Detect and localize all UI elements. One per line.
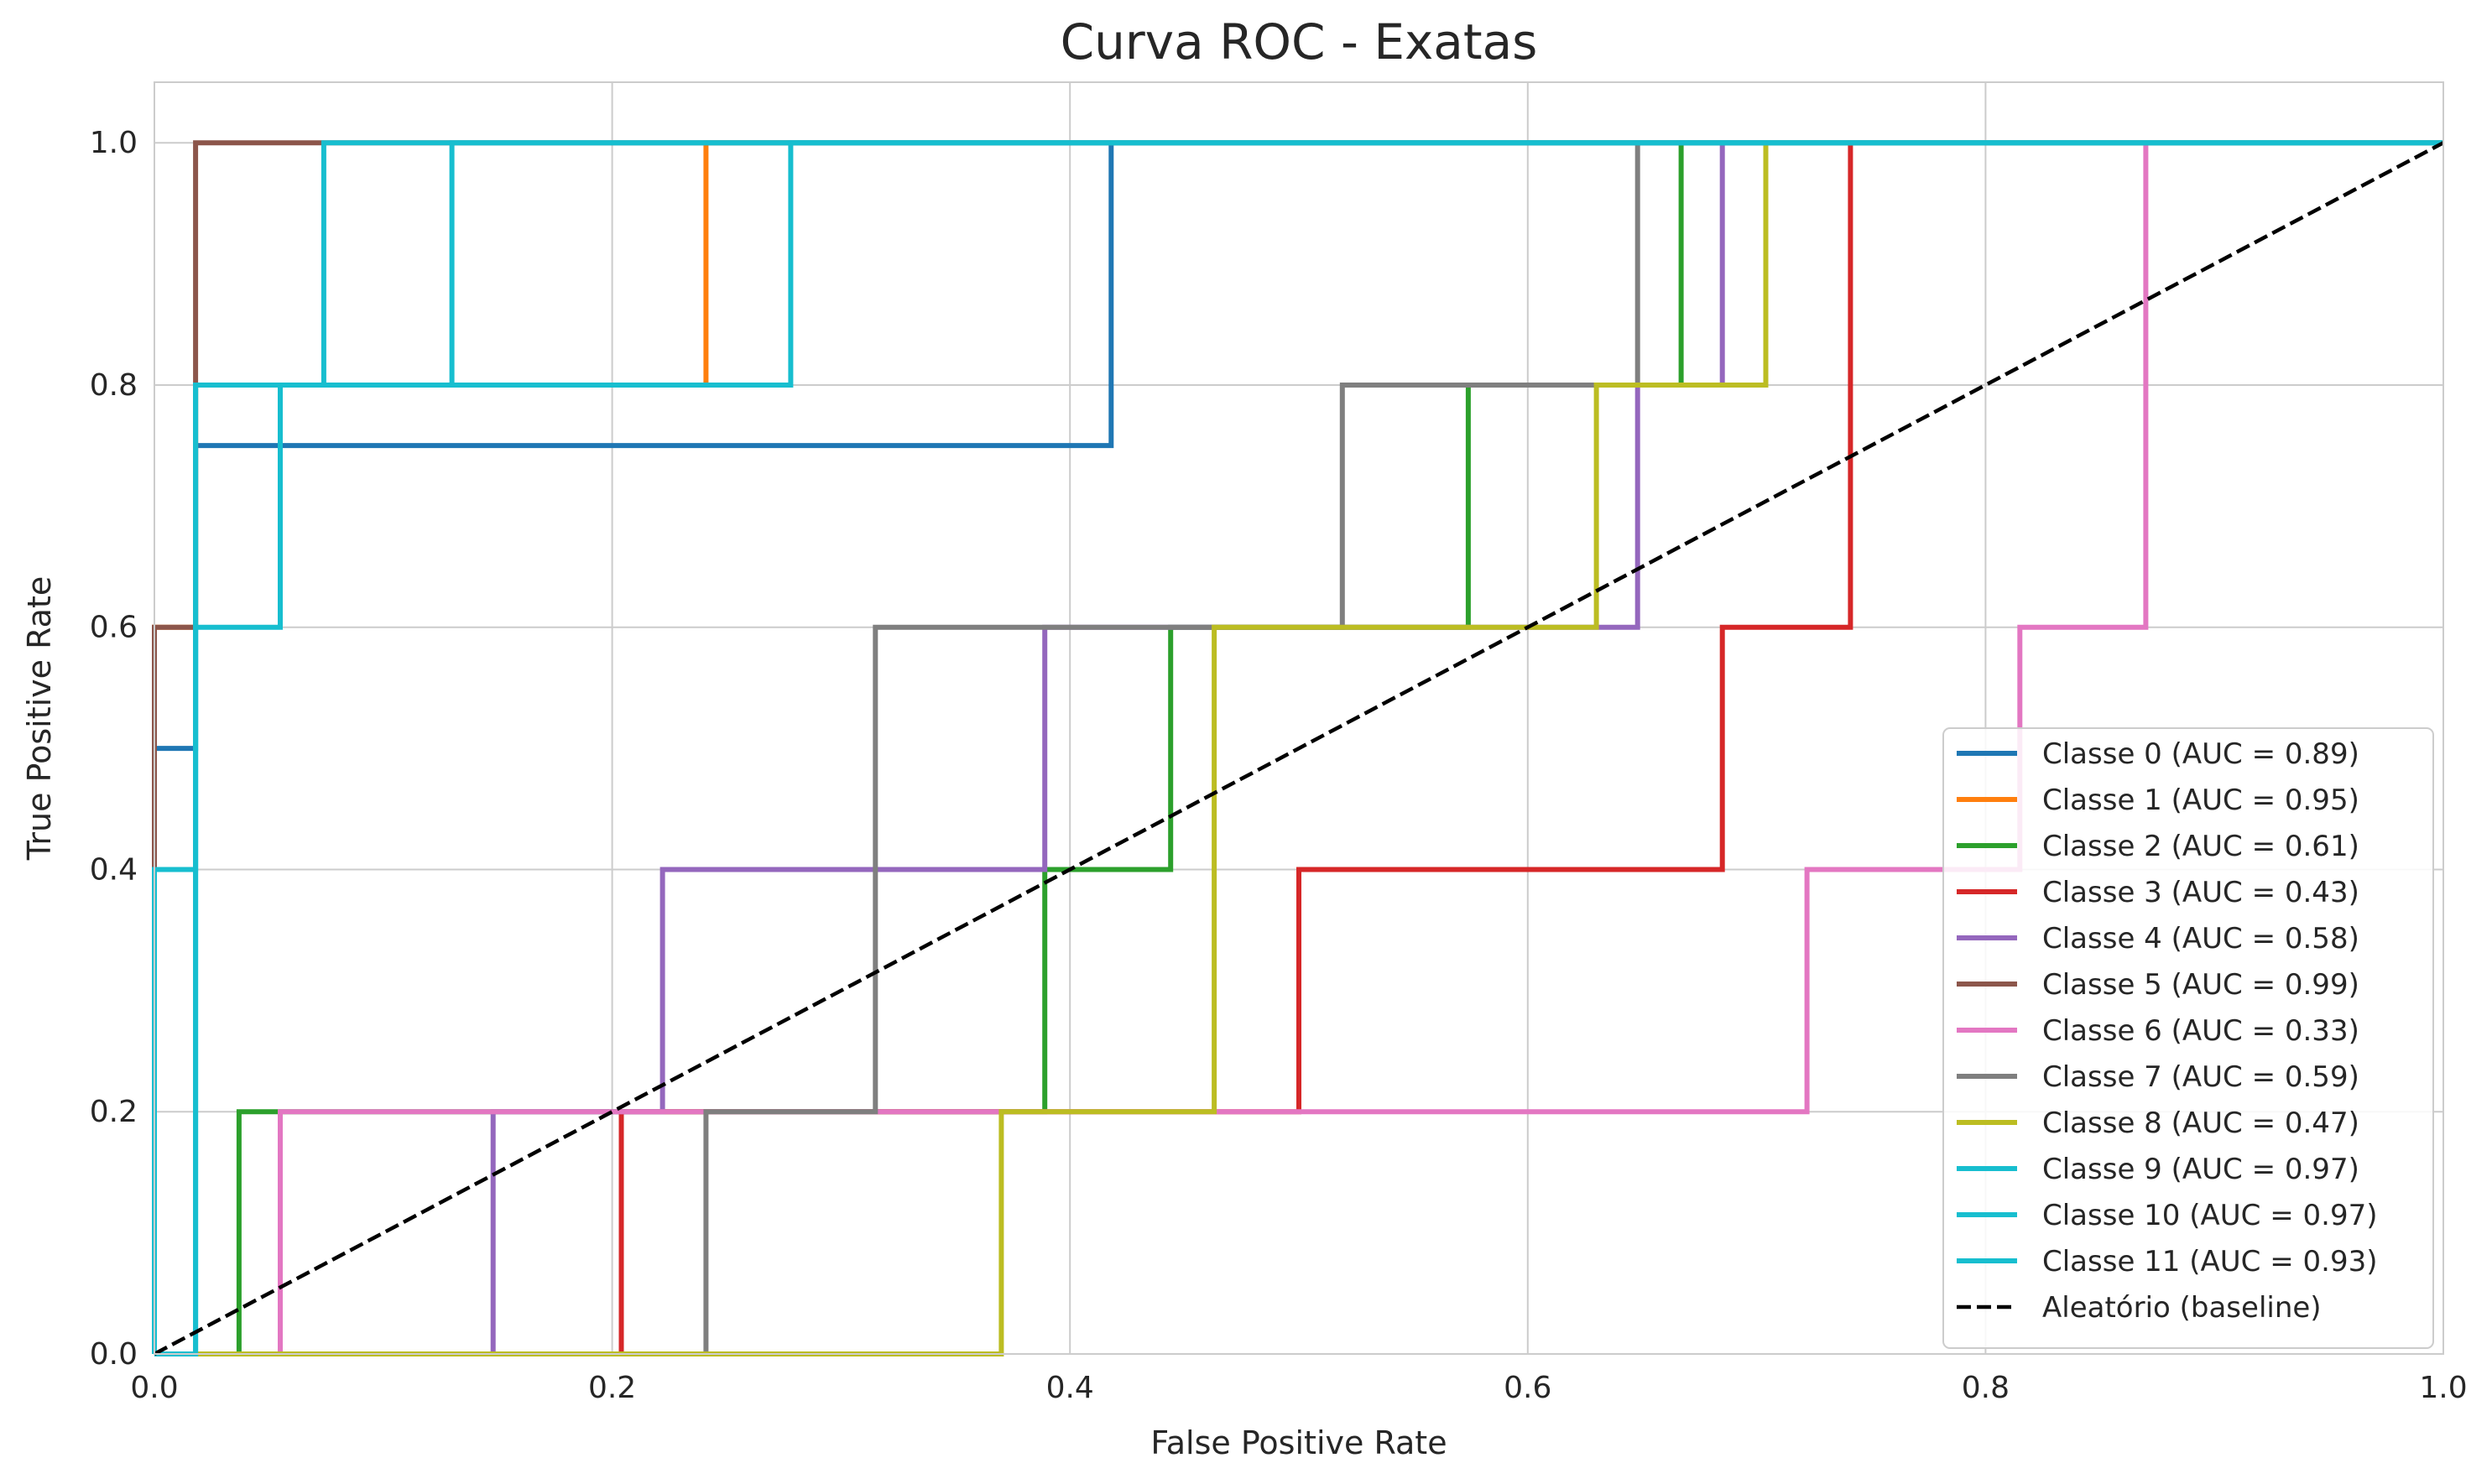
legend: Classe 0 (AUC = 0.89) Classe 1 (AUC = 0.9… xyxy=(1942,727,2434,1349)
x-tick-label: 0.8 xyxy=(1962,1371,2010,1405)
y-tick-label: 1.0 xyxy=(90,126,138,160)
legend-entry-classe-5: Classe 5 (AUC = 0.99) xyxy=(1957,968,2359,1002)
y-tick-label: 0.0 xyxy=(90,1337,138,1372)
legend-entry-classe-10: Classe 10 (AUC = 0.97) xyxy=(1957,1199,2377,1232)
roc-curve-classe-11 xyxy=(154,140,2443,1356)
legend-label: Classe 9 (AUC = 0.97) xyxy=(2042,1153,2359,1186)
legend-label: Classe 7 (AUC = 0.59) xyxy=(2042,1060,2359,1094)
legend-box xyxy=(1942,727,2434,1349)
legend-entry-classe-6: Classe 6 (AUC = 0.33) xyxy=(1957,1014,2359,1048)
legend-entry-classe-11: Classe 11 (AUC = 0.93) xyxy=(1957,1245,2377,1278)
x-tick-label: 0.4 xyxy=(1046,1371,1094,1405)
legend-label: Classe 8 (AUC = 0.47) xyxy=(2042,1106,2359,1140)
x-tick-label: 0.2 xyxy=(588,1371,636,1405)
legend-entry-classe-2: Classe 2 (AUC = 0.61) xyxy=(1957,830,2359,863)
x-tick-label: 0.6 xyxy=(1504,1371,1551,1405)
roc-curve-classe-2 xyxy=(154,140,2443,1356)
roc-curve-classe-8 xyxy=(154,140,2443,1356)
baseline-diagonal xyxy=(153,141,2445,1356)
legend-label: Classe 10 (AUC = 0.97) xyxy=(2042,1199,2377,1232)
legend-label: Classe 4 (AUC = 0.58) xyxy=(2042,922,2359,955)
y-tick-label: 0.4 xyxy=(90,852,138,887)
legend-entry-baseline: Aleatório (baseline) xyxy=(1957,1291,2322,1325)
legend-entry-classe-3: Classe 3 (AUC = 0.43) xyxy=(1957,876,2359,909)
roc-curve-classe-3 xyxy=(154,140,2443,1356)
legend-entry-classe-8: Classe 8 (AUC = 0.47) xyxy=(1957,1106,2359,1140)
legend-label: Classe 5 (AUC = 0.99) xyxy=(2042,968,2359,1002)
x-tick-label: 0.0 xyxy=(130,1371,178,1405)
y-axis-label: True Positive Rate xyxy=(21,576,58,862)
plot-frame xyxy=(154,81,2444,1355)
legend-entry-classe-7: Classe 7 (AUC = 0.59) xyxy=(1957,1060,2359,1094)
legend-entry-classe-4: Classe 4 (AUC = 0.58) xyxy=(1957,922,2359,955)
chart-title: Curva ROC - Exatas xyxy=(1061,13,1538,70)
legend-label: Classe 3 (AUC = 0.43) xyxy=(2042,876,2359,909)
y-tick-label: 0.6 xyxy=(90,611,138,645)
y-tick-label: 0.8 xyxy=(90,368,138,403)
legend-label: Classe 1 (AUC = 0.95) xyxy=(2042,784,2359,817)
roc-curve-classe-4 xyxy=(154,140,2443,1356)
x-axis-label: False Positive Rate xyxy=(1150,1424,1447,1461)
tick-labels: 0.0 0.2 0.4 0.6 0.8 1.0 0.0 0.2 0.4 0.6 0.8 1.0 xyxy=(90,126,2468,1405)
x-tick-label: 1.0 xyxy=(2419,1371,2467,1405)
legend-label: Aleatório (baseline) xyxy=(2042,1291,2322,1325)
roc-curve-classe-7 xyxy=(154,140,2443,1356)
legend-entry-classe-9: Classe 9 (AUC = 0.97) xyxy=(1957,1153,2359,1186)
roc-curve-classe-6 xyxy=(154,140,2443,1356)
legend-label: Classe 0 (AUC = 0.89) xyxy=(2042,737,2359,771)
legend-entry-classe-1: Classe 1 (AUC = 0.95) xyxy=(1957,784,2359,817)
y-tick-label: 0.2 xyxy=(90,1095,138,1129)
legend-label: Classe 2 (AUC = 0.61) xyxy=(2042,830,2359,863)
legend-entry-classe-0: Classe 0 (AUC = 0.89) xyxy=(1957,737,2359,771)
legend-label: Classe 11 (AUC = 0.93) xyxy=(2042,1245,2377,1278)
legend-label: Classe 6 (AUC = 0.33) xyxy=(2042,1014,2359,1048)
